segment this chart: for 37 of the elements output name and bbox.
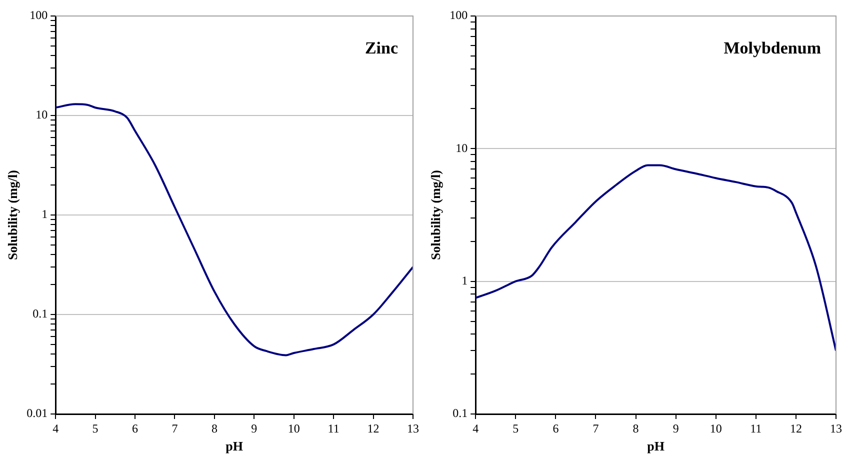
y-tick-label: 10 [456,140,468,155]
text: Molybdenum [724,38,821,58]
x-tick-label: 12 [367,421,380,436]
x-tick-label: 9 [251,421,258,436]
text: Zinc [364,38,398,58]
x-tick-label: 13 [830,421,842,436]
x-tick-label: 11 [328,421,340,436]
x-tick-label: 11 [750,421,762,436]
x-axis-title: pH [647,438,664,454]
line-series [56,103,413,356]
x-tick-label: 4 [52,421,59,436]
x-axis-title: pH [226,438,243,454]
x-tick-label: 7 [172,421,178,436]
y-tick-label: 0.1 [32,306,48,321]
x-tick-label: 10 [288,421,300,436]
y-tick-label: 100 [450,8,468,22]
x-tick-label: 6 [132,421,138,436]
y-tick-label: 0.01 [26,406,48,420]
x-tick-label: 7 [592,421,599,436]
y-axis-title: Solubility (mg/l) [428,170,444,260]
y-tick-label: 1 [42,207,48,222]
x-tick-label: 12 [790,421,802,436]
y-tick-label: 1 [462,273,468,288]
y-tick-label: 0.1 [452,406,468,420]
x-tick-label: 6 [552,421,559,436]
x-tick-label: 5 [512,421,519,436]
x-tick-label: 10 [710,421,722,436]
y-tick-label: 10 [36,108,48,122]
line-series [476,164,836,352]
y-tick-label: 100 [30,8,48,22]
x-tick-label: 8 [211,421,218,436]
x-tick-label: 8 [632,421,639,436]
x-tick-label: 4 [472,421,479,436]
x-tick-label: 9 [672,421,679,436]
y-axis-title: Solubility (mg/l) [5,170,20,260]
x-tick-label: 5 [92,421,98,436]
x-tick-label: 13 [407,421,419,436]
